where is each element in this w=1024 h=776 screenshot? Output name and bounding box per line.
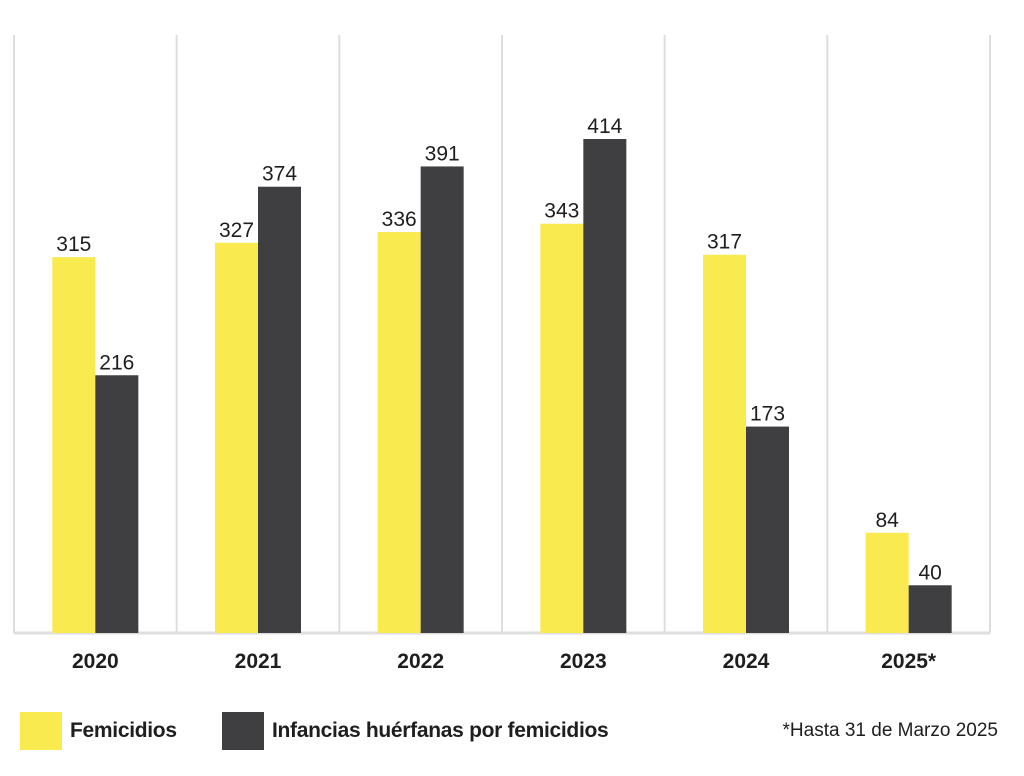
x-tick-label: 2025* <box>881 650 937 673</box>
bar-femicidios <box>703 254 746 633</box>
data-label: 343 <box>544 200 579 223</box>
data-label: 84 <box>875 509 899 532</box>
legend-swatch-yellow <box>20 712 62 750</box>
bar-femicidios <box>865 532 909 633</box>
data-label: 391 <box>425 142 460 165</box>
data-label: 414 <box>587 115 622 138</box>
bar-infancias <box>908 585 952 633</box>
legend-label-infancias: Infancias huérfanas por femicidios <box>272 719 609 742</box>
bar-femicidios <box>377 232 421 634</box>
data-label: 315 <box>56 233 91 256</box>
bar-femicidios <box>540 223 584 634</box>
legend-item-femicidios: Femicidios <box>20 705 177 757</box>
x-tick-label: 2022 <box>397 650 444 673</box>
data-label: 374 <box>262 163 297 186</box>
x-tick-label: 2023 <box>560 650 607 673</box>
bar-infancias <box>258 186 301 633</box>
data-label: 336 <box>382 208 417 231</box>
x-axis-ticks: 2020 2021 2022 2023 2024 2025* <box>72 650 937 673</box>
legend-swatch-dark <box>222 712 264 750</box>
bar-infancias <box>95 375 139 633</box>
bar-femicidios <box>52 257 96 633</box>
bar-femicidios <box>215 242 258 634</box>
data-label: 216 <box>99 351 134 374</box>
data-label: 327 <box>219 219 254 242</box>
bar-infancias <box>583 139 627 633</box>
grid-layer <box>13 35 991 635</box>
legend: Femicidios Infancias huérfanas por femic… <box>0 705 1024 757</box>
bar-infancias <box>420 166 464 633</box>
bars-layer <box>52 139 952 634</box>
data-label: 173 <box>750 403 785 426</box>
legend-item-infancias: Infancias huérfanas por femicidios <box>222 705 609 757</box>
x-tick-label: 2024 <box>723 650 770 673</box>
bar-infancias <box>746 426 789 633</box>
x-tick-label: 2020 <box>72 650 119 673</box>
legend-label-femicidios: Femicidios <box>70 719 177 742</box>
data-label: 317 <box>707 231 742 254</box>
labels-layer: 315 216 327 374 336 391 343 414 317 173 84 40 <box>56 115 942 584</box>
x-tick-label: 2021 <box>235 650 282 673</box>
data-label: 40 <box>918 561 941 584</box>
footnote: *Hasta 31 de Marzo 2025 <box>782 720 998 741</box>
